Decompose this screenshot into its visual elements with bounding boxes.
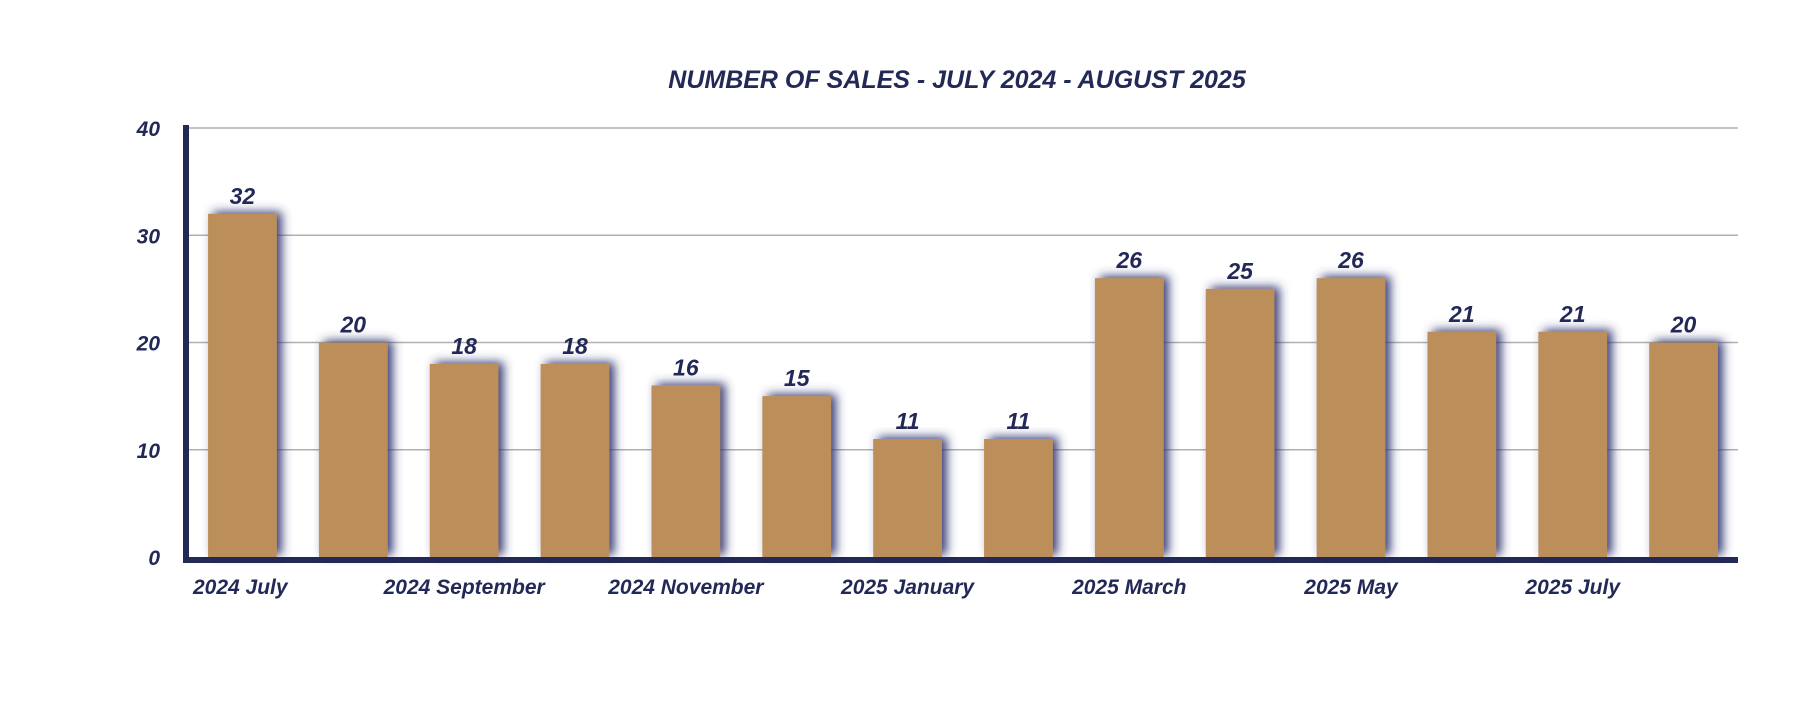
bar-value-label: 21 xyxy=(1559,301,1586,327)
bar-value-label: 15 xyxy=(784,365,811,391)
y-axis-ticks: 0 10 20 30 40 xyxy=(136,118,161,570)
y-tick-label: 20 xyxy=(136,333,161,356)
data-labels: 32 20 18 18 16 15 11 11 26 25 26 21 21 20 xyxy=(230,183,1697,434)
bar-value-label: 20 xyxy=(339,312,366,338)
bar xyxy=(762,396,832,557)
y-tick-label: 30 xyxy=(137,225,161,248)
bars xyxy=(208,213,1718,558)
bar-value-label: 18 xyxy=(451,333,477,359)
bar xyxy=(318,342,388,557)
bar xyxy=(1427,331,1497,557)
y-tick-label: 10 xyxy=(137,440,161,463)
x-tick-label: 2025 July xyxy=(1524,576,1621,599)
bar-value-label: 11 xyxy=(1006,408,1030,434)
bar xyxy=(1094,278,1164,557)
x-tick-label: 2024 July xyxy=(192,576,289,599)
y-tick-label: 0 xyxy=(148,547,160,570)
x-tick-label: 2025 March xyxy=(1071,576,1186,599)
bar-value-label: 26 xyxy=(1337,247,1364,273)
x-tick-label: 2024 November xyxy=(607,576,765,599)
x-tick-label: 2025 January xyxy=(840,576,975,599)
axes xyxy=(183,125,1738,563)
x-tick-label: 2024 September xyxy=(383,576,547,599)
bar xyxy=(540,363,610,557)
x-axis-ticks: 2024 July 2024 September 2024 November 2025… xyxy=(192,576,1621,599)
x-tick-label: 2025 May xyxy=(1303,576,1399,599)
bar-value-label: 18 xyxy=(562,333,588,359)
bar xyxy=(1649,342,1718,557)
bar xyxy=(208,213,277,558)
bar xyxy=(873,439,942,557)
gridlines xyxy=(186,127,1738,451)
chart-title: NUMBER OF SALES - JULY 2024 - AUGUST 202… xyxy=(668,66,1247,94)
bar xyxy=(651,385,721,557)
x-axis-line xyxy=(183,557,1738,563)
bar-value-label: 26 xyxy=(1115,247,1142,273)
bar xyxy=(1205,288,1275,557)
bar-value-label: 21 xyxy=(1448,301,1475,327)
bar-value-label: 25 xyxy=(1226,258,1254,284)
bar xyxy=(429,363,499,557)
bar-value-label: 11 xyxy=(896,408,920,434)
bar-value-label: 16 xyxy=(673,354,699,380)
bar xyxy=(1538,331,1608,557)
bar xyxy=(984,439,1053,557)
bar-value-label: 32 xyxy=(230,183,256,209)
y-tick-label: 40 xyxy=(136,118,161,141)
y-axis-line xyxy=(183,125,189,563)
bar-value-label: 20 xyxy=(1670,312,1697,338)
bar xyxy=(1316,278,1386,557)
